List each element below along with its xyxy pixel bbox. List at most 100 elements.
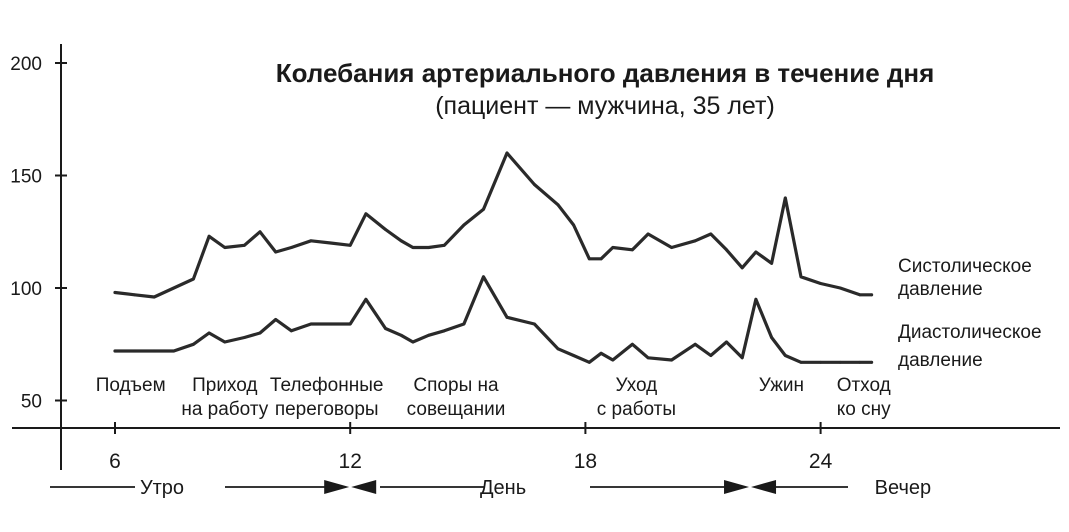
systolic-point [783,196,787,200]
systolic-point [113,291,117,294]
diastolic-point [290,329,293,333]
diastolic-point [223,340,227,344]
systolic-point [258,230,262,234]
diastolic-point [427,333,430,337]
diastolic-point [646,356,650,360]
diastolic-point [309,322,313,326]
period-label: Вечер [875,477,931,499]
event-annotation: совещании [407,399,506,420]
systolic-point [819,282,822,285]
arrow-right-icon [324,480,350,494]
y-ticks: 200 150 100 50 [10,54,67,413]
diastolic-point [462,322,466,326]
diastolic-series-label: Диастолическое [898,322,1042,343]
event-annotation: Телефонные [270,375,384,396]
systolic-point [207,234,211,238]
systolic-point [427,246,430,249]
x-tick-label: 6 [109,450,121,473]
diastolic-point [709,354,713,357]
diastolic-point [364,297,368,301]
diastolic-point [172,349,176,353]
diastolic-series-line [113,275,874,364]
series-labels: СистолическоедавлениеДиастолическоедавле… [898,256,1042,371]
diastolic-point [133,349,137,353]
arrow-left-icon [751,480,777,494]
arrow-left-icon [351,480,377,494]
systolic-point [505,151,509,155]
systolic-point [693,239,697,243]
diastolic-point [274,318,278,321]
x-tick-label: 24 [809,450,833,473]
diastolic-point [348,322,352,326]
diastolic-point [670,358,673,362]
systolic-point [870,293,873,297]
diastolic-point [258,331,262,335]
event-annotation: переговоры [275,399,379,420]
systolic-point [462,223,466,227]
systolic-series-label: давление [898,279,983,300]
systolic-point [364,212,368,216]
diastolic-point [399,333,403,337]
systolic-point [133,293,137,297]
diastolic-point [113,349,117,353]
y-tick-label: 50 [21,392,42,413]
period-label: День [480,477,526,499]
diastolic-point [693,342,697,346]
diastolic-point [572,354,575,357]
systolic-point [399,239,403,243]
event-annotation: Споры на [413,375,499,396]
chart-title: Колебания артериального давления в течен… [276,58,935,88]
systolic-point [740,266,744,270]
diastolic-series-label: давление [898,350,983,371]
diastolic-point [384,327,387,330]
systolic-point [599,257,603,261]
systolic-point [587,257,591,261]
diastolic-point [870,360,873,364]
diastolic-point [587,360,591,364]
systolic-point [838,286,842,290]
event-annotation: ко сну [837,399,891,420]
systolic-point [631,248,634,252]
y-tick-label: 150 [10,167,42,188]
systolic-point [709,232,713,236]
chart-subtitle: (пациент — мужчина, 35 лет) [435,92,775,120]
systolic-point [192,277,195,281]
x-tick-label: 12 [339,450,362,473]
systolic-point [442,243,446,247]
diastolic-point [442,329,446,333]
x-tick-label: 18 [574,450,597,473]
systolic-point [533,183,536,186]
event-annotation: Отход [837,375,891,396]
diastolic-point [152,349,156,353]
diastolic-point [740,356,744,360]
period-label: Утро [140,477,184,499]
diastolic-point [533,322,536,326]
event-annotation: Подъем [96,375,166,396]
systolic-point [770,261,773,265]
systolic-point [611,246,615,249]
event-annotation: с работы [597,399,676,420]
systolic-series-label: Систолическое [898,256,1032,277]
diastolic-point [725,340,728,344]
y-tick-label: 200 [10,54,42,75]
systolic-point [556,203,560,207]
diastolic-point [770,336,773,339]
diastolic-point [556,347,560,351]
diastolic-point [599,351,603,355]
diastolic-point [754,297,758,301]
systolic-point [858,293,862,297]
systolic-point [223,246,227,249]
diastolic-point [799,360,803,364]
systolic-point [309,239,313,243]
systolic-point [290,246,293,249]
systolic-point [411,246,415,249]
systolic-point [725,248,728,252]
systolic-point [572,223,575,227]
event-annotation: Уход [616,375,658,396]
systolic-point [152,295,156,299]
series-layer [113,151,874,364]
diastolic-point [411,340,415,344]
systolic-point [243,243,246,247]
systolic-point [172,286,176,290]
